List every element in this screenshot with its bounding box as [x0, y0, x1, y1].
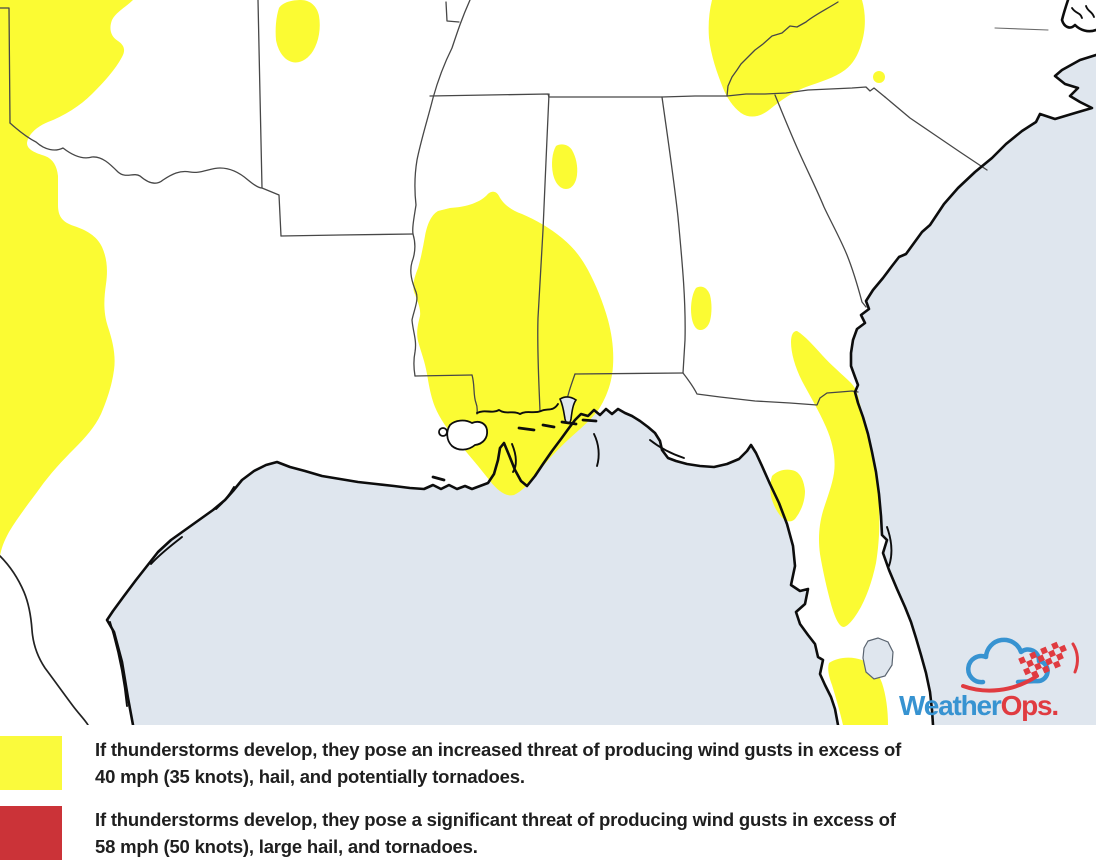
matagorda-spit	[150, 536, 183, 565]
border-louisiana-mississippi-31n	[414, 374, 473, 377]
border-oklahoma-arkansas	[257, 0, 282, 237]
flag-pole	[1071, 642, 1079, 674]
threat-region-texas-oklahoma	[0, 0, 133, 556]
state-borders	[0, 0, 1049, 415]
threat-region-north-alabama	[552, 144, 578, 189]
threat-spot-north-carolina	[873, 71, 885, 83]
weatherops-wordmark: WeatherOps.	[899, 690, 1060, 722]
weatherops-logo-art	[961, 637, 1079, 693]
chandeleur-islands-arc	[593, 433, 600, 467]
coastlines	[105, 0, 1096, 725]
threat-legend: If thunderstorms develop, they pose an i…	[0, 725, 1096, 868]
significant-threat-swatch	[0, 806, 62, 860]
gulf-coastline	[105, 407, 840, 725]
checkered-flag-icon	[1018, 641, 1079, 679]
threat-region-west-florida	[770, 469, 805, 522]
logo-swoosh	[961, 674, 1039, 693]
atlantic-ocean	[851, 55, 1096, 725]
mississippi-sound-islands	[431, 418, 598, 482]
significant-threat-line2: 58 mph (50 knots), large hail, and torna…	[95, 836, 478, 857]
legend-row-significant-threat: If thunderstorms develop, they pose a si…	[0, 806, 896, 860]
lake-pontchartrain	[446, 419, 488, 451]
border-north-carolina-georgia	[726, 86, 886, 98]
border-red-river-texas-oklahoma	[9, 122, 263, 189]
increased-threat-line2: 40 mph (35 knots), hail, and potentially…	[95, 766, 525, 787]
texas-barrier-islands	[109, 621, 128, 707]
virginia-eastern-shore	[1060, 0, 1096, 33]
border-tennessee-north-carolina	[726, 1, 839, 97]
mississippi-coast-detail	[476, 403, 559, 415]
atlantic-coastline	[849, 53, 1096, 725]
gulf-of-mexico	[107, 409, 838, 725]
border-virginia-north-carolina	[994, 27, 1049, 31]
threat-region-tennessee-north-carolina	[708, 0, 865, 117]
lake-okeechobee	[862, 637, 894, 680]
border-oklahoma-panhandle	[0, 7, 11, 124]
border-arkansas-louisiana	[280, 233, 414, 237]
apalachicola-barrier	[649, 439, 685, 459]
weatherops-logo: WeatherOps.	[893, 628, 1096, 724]
border-georgia-florida	[682, 372, 859, 406]
mobile-bay	[558, 396, 578, 424]
wordmark-weather: Weather	[899, 690, 1002, 721]
chesapeake-inlet-detail	[1071, 5, 1095, 19]
increased-threat-line1: If thunderstorms develop, they pose an i…	[95, 739, 902, 760]
border-north-carolina-south-carolina	[884, 96, 988, 171]
delta-and-barrier-islands	[431, 418, 600, 482]
significant-threat-description: If thunderstorms develop, they pose a si…	[95, 806, 896, 860]
border-mississippi-alabama	[537, 93, 550, 412]
lake-maurepas	[438, 427, 448, 437]
border-tennessee-south	[429, 93, 728, 98]
border-mississippi-river	[410, 0, 471, 377]
significant-threat-line1: If thunderstorms develop, they pose a si…	[95, 809, 896, 830]
increased-threat-regions	[0, 0, 888, 725]
cape-canaveral-barrier	[886, 526, 893, 567]
border-missouri-bootheel	[445, 1, 460, 23]
border-alabama-florida-31n	[574, 372, 684, 375]
legend-row-increased-threat: If thunderstorms develop, they pose an i…	[0, 736, 901, 790]
border-rio-grande	[0, 555, 89, 725]
severe-weather-outlook-map: WeatherOps.	[0, 0, 1096, 725]
threat-region-arkansas-missouri	[275, 0, 320, 63]
threat-region-central-georgia	[691, 286, 712, 331]
galveston-spit	[215, 486, 235, 510]
wordmark-ops: Ops.	[1000, 690, 1060, 721]
increased-threat-swatch	[0, 736, 62, 790]
border-savannah-river-georgia-south-carolina	[774, 94, 867, 308]
threat-region-mississippi-alabama	[413, 191, 614, 496]
border-pearl-river	[471, 374, 478, 415]
map-svg	[0, 0, 1096, 725]
increased-threat-description: If thunderstorms develop, they pose an i…	[95, 736, 901, 790]
threat-region-georgia-coast-florida	[791, 331, 880, 627]
border-alabama-georgia	[661, 96, 686, 374]
mississippi-river-delta-channel	[511, 443, 517, 473]
lakes-and-bays	[438, 396, 894, 680]
